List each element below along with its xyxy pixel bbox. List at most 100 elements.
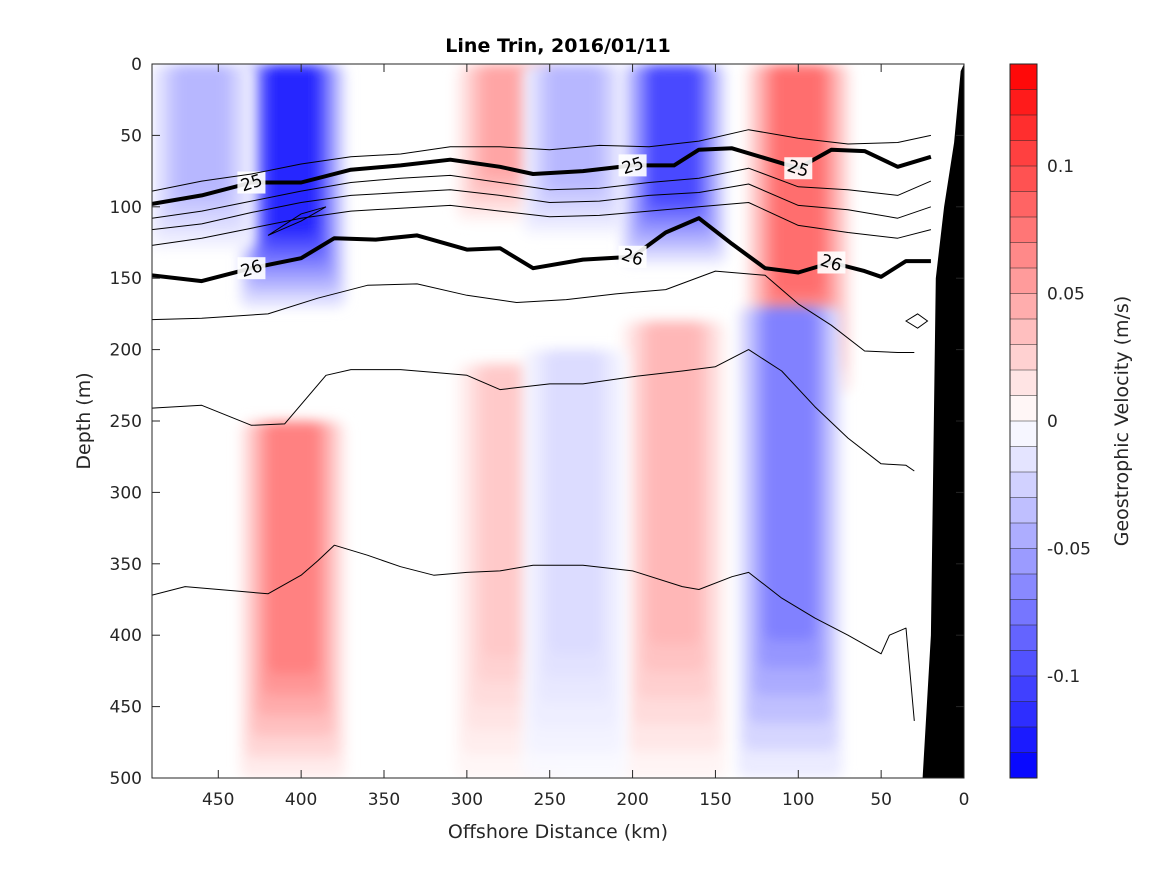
contour-label-bg bbox=[618, 154, 647, 177]
y-tick-label: 400 bbox=[110, 626, 142, 646]
y-tick-label: 150 bbox=[110, 269, 142, 289]
isopycnal-contour bbox=[152, 183, 932, 231]
colorbar-frame bbox=[1009, 63, 1038, 779]
x-tick-label: 0 bbox=[959, 790, 970, 810]
colorbar-band bbox=[1010, 497, 1037, 524]
x-tick-label: 400 bbox=[285, 790, 317, 810]
y-axis-label: Depth (m) bbox=[73, 372, 95, 469]
colorbar-band bbox=[1010, 166, 1037, 192]
contour-label-bg bbox=[618, 245, 647, 268]
isopycnal-contour bbox=[152, 349, 915, 472]
y-tick-label: 100 bbox=[110, 198, 142, 218]
colorbar-band bbox=[1010, 599, 1037, 626]
velocity-cell-negative bbox=[521, 64, 628, 236]
colorbar-band bbox=[1010, 676, 1037, 702]
colorbar-band bbox=[1010, 64, 1037, 90]
colorbar-tick-label: 0 bbox=[1047, 412, 1058, 432]
velocity-level bbox=[482, 64, 534, 176]
bottom-topography bbox=[922, 64, 964, 778]
velocity-cell-positive bbox=[621, 321, 727, 778]
velocity-cell-positive bbox=[239, 421, 346, 778]
colorbar-band bbox=[1010, 319, 1037, 345]
colorbar-band bbox=[1010, 370, 1037, 396]
isopycnal-contour bbox=[152, 270, 915, 353]
velocity-level bbox=[267, 64, 319, 236]
chart-title: Line Trin, 2016/01/11 bbox=[445, 35, 670, 57]
closed-contour bbox=[267, 206, 327, 236]
x-tick-label: 50 bbox=[870, 790, 892, 810]
y-tick-label: 50 bbox=[120, 126, 142, 146]
contour-label-bg bbox=[784, 157, 813, 180]
contour-label-bg bbox=[237, 171, 266, 194]
colorbar-band bbox=[1010, 523, 1037, 549]
contour-label-bg bbox=[817, 251, 846, 274]
colorbar-tick-label: 0.05 bbox=[1047, 285, 1085, 305]
colorbar-tick-label: -0.05 bbox=[1047, 540, 1091, 560]
colorbar-tick-label: 0.1 bbox=[1047, 157, 1074, 177]
colorbar-band bbox=[1010, 115, 1037, 141]
y-tick-label: 200 bbox=[110, 341, 142, 361]
y-axis: 0 50 100 150 200 250 300 350 400 450 500 bbox=[110, 55, 964, 789]
velocity-level bbox=[549, 64, 601, 186]
x-tick-label: 100 bbox=[782, 790, 814, 810]
x-tick-label: 350 bbox=[368, 790, 400, 810]
colorbar-band bbox=[1010, 89, 1037, 116]
x-tick-label: 250 bbox=[533, 790, 565, 810]
seafloor-shape bbox=[922, 64, 964, 778]
velocity-cell-negative bbox=[621, 64, 727, 264]
y-tick-label: 500 bbox=[110, 769, 142, 789]
velocity-level bbox=[772, 64, 824, 297]
colorbar-band bbox=[1010, 701, 1037, 728]
colorbar-band bbox=[1010, 625, 1037, 651]
isopycnal-contour bbox=[152, 129, 932, 192]
colorbar-band bbox=[1010, 395, 1037, 422]
colorbar-band bbox=[1010, 727, 1037, 753]
colorbar-band bbox=[1010, 140, 1037, 167]
colorbar: 0.1 0.05 0 -0.05 -0.1 bbox=[1009, 63, 1091, 779]
colorbar-band bbox=[1010, 344, 1037, 371]
velocity-level bbox=[549, 349, 601, 654]
colorbar-band bbox=[1010, 548, 1037, 575]
isopycnal-contour bbox=[152, 167, 932, 219]
x-tick-label: 200 bbox=[616, 790, 648, 810]
x-axis-label: Offshore Distance (km) bbox=[448, 821, 668, 843]
velocity-level bbox=[764, 306, 816, 641]
velocity-cell-negative bbox=[737, 306, 843, 778]
colorbar-band bbox=[1010, 268, 1037, 294]
isopycnal-contour bbox=[152, 202, 932, 246]
colorbar-band bbox=[1010, 574, 1037, 600]
velocity-level bbox=[176, 64, 228, 196]
y-tick-label: 250 bbox=[110, 412, 142, 432]
velocity-level bbox=[648, 321, 700, 645]
x-tick-label: 450 bbox=[202, 790, 234, 810]
velocity-level bbox=[267, 421, 319, 674]
colorbar-band bbox=[1010, 421, 1037, 447]
y-tick-label: 350 bbox=[110, 555, 142, 575]
colorbar-band bbox=[1010, 472, 1037, 498]
colorbar-band bbox=[1010, 191, 1037, 218]
velocity-cell-negative bbox=[521, 349, 628, 778]
isopycnal-25 bbox=[152, 146, 932, 206]
closed-contour bbox=[905, 313, 929, 329]
isopycnal-26 bbox=[152, 216, 931, 284]
isopycnal-contour bbox=[152, 544, 915, 721]
colorbar-tick-label: -0.1 bbox=[1047, 667, 1080, 687]
velocity-cell-negative bbox=[152, 64, 255, 250]
velocity-field bbox=[152, 64, 852, 778]
x-axis: 450 400 350 300 250 200 150 100 50 0 bbox=[202, 64, 969, 810]
colorbar-band bbox=[1010, 650, 1037, 677]
contour-label-bg bbox=[237, 257, 266, 280]
y-tick-label: 300 bbox=[110, 483, 142, 503]
y-tick-label: 450 bbox=[110, 698, 142, 718]
colorbar-band bbox=[1010, 752, 1037, 779]
velocity-level bbox=[648, 64, 700, 206]
colorbar-band bbox=[1010, 293, 1037, 320]
colorbar-band bbox=[1010, 217, 1037, 243]
x-tick-label: 150 bbox=[699, 790, 731, 810]
x-tick-label: 300 bbox=[451, 790, 483, 810]
colorbar-band bbox=[1010, 446, 1037, 473]
